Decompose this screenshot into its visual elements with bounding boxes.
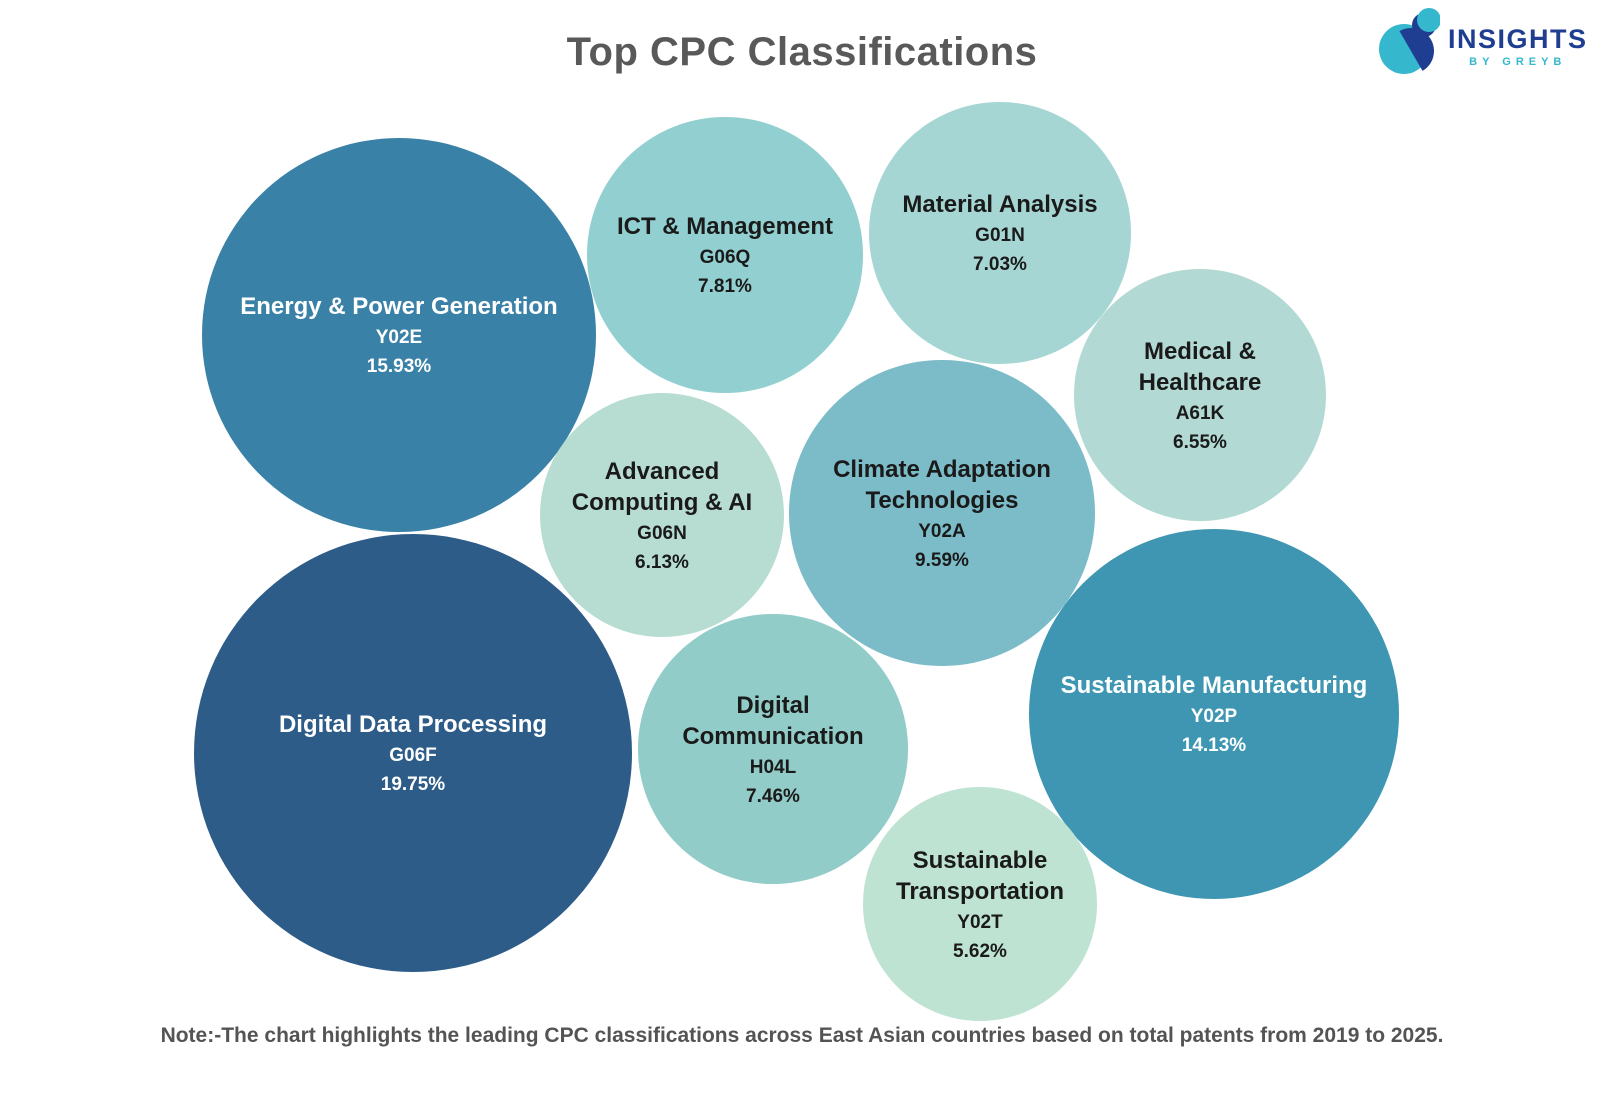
- bubble-g06q[interactable]: ICT & Management G06Q 7.81%: [587, 117, 863, 393]
- bubble-g06f[interactable]: Digital Data Processing G06F 19.75%: [193, 533, 633, 973]
- bubble-h04l[interactable]: Digital Communication H04L 7.46%: [638, 614, 908, 884]
- bubble-code: Y02P: [1190, 706, 1238, 728]
- greyb-logo: INSIGHTS BY GREYB: [1378, 8, 1588, 85]
- insights-logo-icon: [1378, 8, 1441, 85]
- bubble-code: G06N: [637, 522, 687, 544]
- bubble-y02t[interactable]: Sustainable Transportation Y02T 5.62%: [863, 787, 1097, 1021]
- bubble-g06n[interactable]: Advanced Computing & AI G06N 6.13%: [539, 392, 785, 638]
- bubble-code: A61K: [1175, 402, 1225, 424]
- bubble-code: G06F: [389, 745, 437, 767]
- bubble-y02a[interactable]: Climate Adaptation Technologies Y02A 9.59%: [789, 360, 1095, 666]
- bubble-code: Y02T: [957, 911, 1003, 933]
- bubble-y02p[interactable]: Sustainable Manufacturing Y02P 14.13%: [1028, 528, 1400, 900]
- chart-note: Note:-The chart highlights the leading C…: [160, 1024, 1444, 1047]
- bubble-code: H04L: [749, 756, 797, 778]
- chart-title: Top CPC Classifications: [566, 30, 1038, 74]
- bubble-code: Y02E: [375, 327, 423, 349]
- bubble-code: G01N: [975, 225, 1025, 247]
- bubble-value: 14.13%: [1181, 735, 1247, 757]
- bubble-label: Digital Data Processing: [278, 711, 548, 739]
- bubble-value: 9.59%: [915, 549, 969, 571]
- bubble-code: Y02A: [918, 520, 966, 542]
- bubble-label: Medical & Healthcare: [1138, 337, 1262, 396]
- bubble-a61k[interactable]: Medical & Healthcare A61K 6.55%: [1073, 268, 1327, 522]
- bubble-value: 6.55%: [1173, 431, 1227, 453]
- bubble-label: Advanced Computing & AI: [571, 457, 753, 516]
- logo-tagline: BY GREYB: [1469, 56, 1567, 69]
- bubble-y02e[interactable]: Energy & Power Generation Y02E 15.93%: [202, 138, 596, 532]
- bubble-g01n[interactable]: Material Analysis G01N 7.03%: [869, 102, 1131, 364]
- bubble-value: 5.62%: [953, 940, 1007, 962]
- bubble-value: 7.46%: [746, 785, 800, 807]
- bubble-label: ICT & Management: [616, 213, 833, 241]
- logo-wordmark: INSIGHTS: [1448, 23, 1588, 54]
- bubble-value: 7.81%: [698, 276, 752, 298]
- bubble-label: Climate Adaptation Technologies: [833, 455, 1051, 514]
- bubble-value: 15.93%: [366, 356, 432, 378]
- bubble-label: Digital Communication: [682, 691, 864, 750]
- logo-text: INSIGHTS BY GREYB: [1448, 23, 1588, 69]
- bubble-value: 7.03%: [973, 254, 1027, 276]
- bubble-code: G06Q: [699, 247, 751, 269]
- bubble-label: Sustainable Transportation: [895, 846, 1064, 905]
- bubble-value: 6.13%: [635, 551, 689, 573]
- bubble-label: Energy & Power Generation: [240, 293, 558, 321]
- bubble-value: 19.75%: [380, 774, 446, 796]
- bubble-label: Sustainable Manufacturing: [1060, 672, 1368, 700]
- bubble-label: Material Analysis: [902, 191, 1098, 219]
